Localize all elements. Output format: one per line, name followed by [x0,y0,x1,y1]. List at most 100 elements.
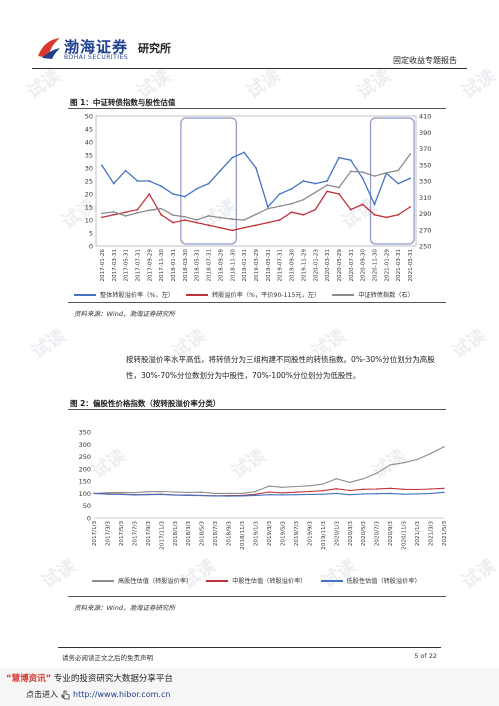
data-point [314,208,317,211]
data-point [349,481,351,484]
x-tick-label: 2019-09-30 [290,249,296,282]
data-point [120,493,122,496]
data-point [219,216,222,219]
data-point [402,462,405,464]
legend-item-mid: 中股性估值（转股溢价率） [206,576,307,585]
data-point [349,489,351,492]
x-tick-label: 2019/7/3 [294,521,300,547]
data-point [295,493,297,496]
data-point [148,193,151,195]
x-tick-label: 2019/3/3 [267,521,273,547]
y-right-tick-label: 310 [419,194,431,202]
figure2-legend: 高股性估值（转股溢价率） 中股性估值（转股溢价率） 低股性估值（转股溢价率） [92,576,421,585]
data-point [302,213,305,216]
x-tick-label: 2019-05-31 [266,249,272,282]
data-point [147,491,149,493]
x-tick-label: 2019-07-31 [278,249,284,282]
data-point [308,485,311,487]
data-point [136,211,139,214]
y-right-tick-label: 250 [419,243,431,251]
legend-label: 中证转债指数（右） [358,292,414,299]
x-tick-label: 2020/9/3 [388,521,394,547]
data-point [255,224,257,227]
data-point [373,175,376,178]
legend-label: 高股性估值（转股溢价率） [118,578,193,585]
banner-slogan: 专业的投资研究大数据分享平台 [53,674,173,684]
data-point [160,493,163,496]
data-point [385,216,388,219]
x-tick-label: 2018-03-30 [183,249,189,282]
x-tick-label: 2019/5/3 [280,521,286,547]
hibor-banner[interactable]: “慧博资讯” 专业的投资研究大数据分享平台 点击进入 http://www.hi… [0,668,499,706]
data-point [207,182,210,185]
data-point [266,206,269,208]
plot-area [95,115,417,247]
data-point [243,151,246,154]
y-left-tick-label: 35 [85,152,93,160]
legend-item-overall-premium: 整体转股溢价率（%，左） [74,290,174,299]
data-point [416,458,418,461]
cursor-hand-icon [61,690,70,699]
legend-swatch [332,293,355,296]
banner-link[interactable]: http://www.hibor.com.cn [73,690,171,699]
data-point [409,153,411,156]
figure1-chart: 0 5 10 15 20 25 30 35 40 45 50 250 270 290 310 330 350 37… [85,113,432,282]
data-point [266,221,269,224]
data-point [101,164,103,167]
data-point [349,493,351,496]
data-point [281,492,284,494]
legend-swatch [185,293,208,296]
x-tick-label: 2017-01-26 [100,249,106,282]
data-point [278,205,281,208]
legend-label: 中股性估值（转股溢价率） [232,578,307,585]
data-point [375,488,378,490]
x-tick-label: 2018-07-31 [207,249,213,282]
data-point [335,488,338,490]
data-point [200,494,203,497]
y-left-tick-label: 10 [85,217,93,225]
data-point [219,169,222,172]
data-point [361,177,364,180]
y-right-tick-label: 350 [419,161,431,169]
data-point [160,185,163,188]
y-right-tick-label: 410 [419,113,431,121]
data-point [302,198,305,201]
data-point [375,492,378,495]
x-tick-label: 2019/11/3 [321,521,327,550]
data-point [174,494,176,496]
x-tick-label: 2020-09-30 [361,249,367,282]
y-tick-label: 100 [79,490,91,498]
x-tick-label: 2018/1/3 [173,521,179,547]
y-tick-label: 200 [79,465,91,473]
data-point [266,207,269,210]
data-point [195,219,198,221]
x-tick-label: 2018/7/3 [213,521,219,547]
data-point [326,184,329,186]
x-tick-label: 2017-03-31 [112,249,118,282]
x-tick-label: 2017/9/3 [146,521,152,547]
data-point [385,171,388,174]
data-point [268,493,270,496]
x-tick-label: 2021/5/3 [442,521,448,547]
data-point [148,209,151,212]
data-point [409,177,411,180]
y-left-tick-label: 40 [85,139,93,147]
x-tick-label: 2020/3/3 [348,521,354,547]
y-tick-label: 150 [79,478,91,486]
data-point [136,180,139,182]
data-point [416,488,418,491]
data-point [361,203,364,206]
data-point [314,182,317,185]
data-point [290,202,293,205]
data-point [322,490,324,492]
data-point [231,218,234,221]
data-point [243,219,246,221]
figure2-source: 资料来源：Wind，渤海证券研究所 [74,604,175,612]
y-right-tick-label: 290 [419,210,431,218]
institute-name: 研究所 [138,42,171,55]
x-tick-label: 2018-09-28 [218,249,224,282]
y-right-tick-label: 270 [419,226,431,234]
figure1-bottom-rule [68,302,446,303]
y-left-tick-label: 45 [85,126,93,134]
x-tick-label: 2021-05-31 [408,249,414,282]
